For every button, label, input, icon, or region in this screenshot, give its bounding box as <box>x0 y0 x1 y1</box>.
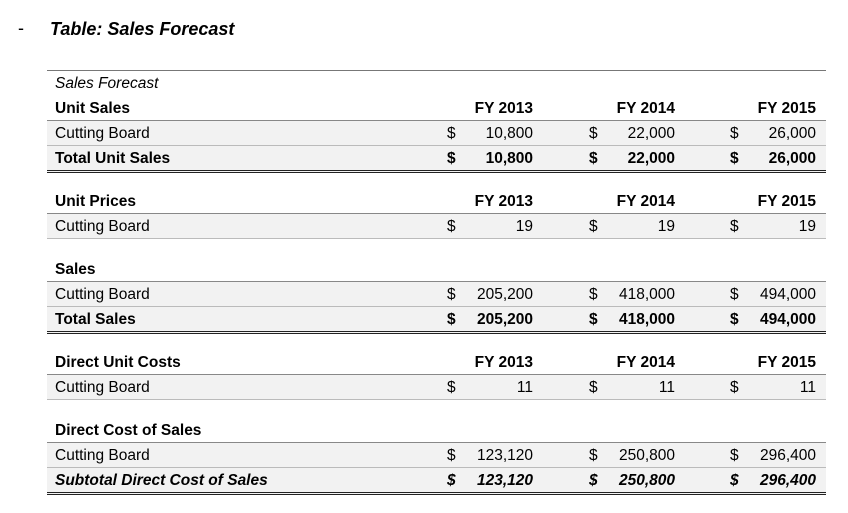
column-header: FY 2015 <box>757 193 816 210</box>
section-header: Unit Sales <box>55 100 130 117</box>
table-caption: Sales Forecast <box>55 75 159 92</box>
amount: 418,000 <box>618 311 675 328</box>
table-row: Sales Forecast <box>47 71 826 95</box>
section-header: Direct Unit Costs <box>55 354 181 371</box>
column-header: FY 2015 <box>757 354 816 371</box>
currency-symbol: $ <box>730 311 739 328</box>
table-row: Cutting Board $123,120 $250,800 $296,400 <box>47 443 826 468</box>
currency-symbol: $ <box>589 472 598 489</box>
table-row: Cutting Board $11 $11 $11 <box>47 375 826 400</box>
currency-symbol: $ <box>589 125 598 142</box>
currency-symbol: $ <box>589 286 598 303</box>
amount: 10,800 <box>485 125 533 142</box>
currency-symbol: $ <box>589 379 598 396</box>
table-row: Total Sales $205,200 $418,000 $494,000 <box>47 307 826 334</box>
currency-symbol: $ <box>730 447 739 464</box>
currency-symbol: $ <box>589 150 598 167</box>
currency-symbol: $ <box>589 218 598 235</box>
amount: 11 <box>658 379 675 396</box>
table-row: Total Unit Sales $10,800 $22,000 $26,000 <box>47 146 826 173</box>
amount: 22,000 <box>627 125 675 142</box>
currency-symbol: $ <box>447 311 456 328</box>
amount: 123,120 <box>476 472 533 489</box>
amount: 205,200 <box>476 286 533 303</box>
currency-symbol: $ <box>447 150 456 167</box>
currency-symbol: $ <box>447 472 456 489</box>
amount: 250,800 <box>618 472 675 489</box>
amount: 250,800 <box>618 447 675 464</box>
currency-symbol: $ <box>730 286 739 303</box>
column-header: FY 2013 <box>474 100 533 117</box>
total-label: Total Sales <box>55 311 136 328</box>
row-label: Cutting Board <box>55 218 150 235</box>
column-header: FY 2013 <box>474 354 533 371</box>
amount: 10,800 <box>485 150 533 167</box>
row-label: Cutting Board <box>55 447 150 464</box>
amount: 123,120 <box>476 447 533 464</box>
amount: 19 <box>798 218 816 235</box>
currency-symbol: $ <box>447 125 456 142</box>
currency-symbol: $ <box>730 218 739 235</box>
amount: 19 <box>515 218 533 235</box>
currency-symbol: $ <box>447 218 456 235</box>
currency-symbol: $ <box>447 286 456 303</box>
section-header: Direct Cost of Sales <box>55 422 202 439</box>
amount: 11 <box>799 379 816 396</box>
currency-symbol: $ <box>447 379 456 396</box>
table: Sales Forecast Unit Sales FY 2013 FY 2014 FY… <box>47 70 826 496</box>
total-label: Subtotal Direct Cost of Sales <box>55 472 268 489</box>
table-row: Direct Cost of Sales <box>47 418 826 443</box>
bullet: - <box>18 18 24 38</box>
row-label: Cutting Board <box>55 379 150 396</box>
amount: 22,000 <box>627 150 675 167</box>
amount: 494,000 <box>759 286 816 303</box>
amount: 494,000 <box>759 311 816 328</box>
currency-symbol: $ <box>589 447 598 464</box>
amount: 296,400 <box>759 447 816 464</box>
table-row: Unit Sales FY 2013 FY 2014 FY 2015 <box>47 96 826 121</box>
table-row: Cutting Board $19 $19 $19 <box>47 214 826 239</box>
column-header: FY 2014 <box>616 100 675 117</box>
row-label: Cutting Board <box>55 125 150 142</box>
currency-symbol: $ <box>730 472 739 489</box>
column-header: FY 2014 <box>616 193 675 210</box>
amount: 11 <box>516 379 533 396</box>
section-header: Unit Prices <box>55 193 136 210</box>
total-label: Total Unit Sales <box>55 150 171 167</box>
table-row: Direct Unit Costs FY 2013 FY 2014 FY 2015 <box>47 350 826 375</box>
column-header: FY 2013 <box>474 193 533 210</box>
currency-symbol: $ <box>447 447 456 464</box>
table-row: Cutting Board $10,800 $22,000 $26,000 <box>47 121 826 146</box>
amount: 26,000 <box>768 150 816 167</box>
amount: 205,200 <box>476 311 533 328</box>
currency-symbol: $ <box>730 379 739 396</box>
section-header: Sales <box>55 261 96 278</box>
table-row: Sales <box>47 257 826 282</box>
table-row: Cutting Board $205,200 $418,000 $494,000 <box>47 282 826 307</box>
currency-symbol: $ <box>730 150 739 167</box>
column-header: FY 2015 <box>757 100 816 117</box>
currency-symbol: $ <box>730 125 739 142</box>
table-row: Unit Prices FY 2013 FY 2014 FY 2015 <box>47 189 826 214</box>
amount: 19 <box>657 218 675 235</box>
amount: 26,000 <box>768 125 816 142</box>
currency-symbol: $ <box>589 311 598 328</box>
table-row: Subtotal Direct Cost of Sales $123,120 $25… <box>47 468 826 495</box>
amount: 418,000 <box>618 286 675 303</box>
amount: 296,400 <box>759 472 816 489</box>
column-header: FY 2014 <box>616 354 675 371</box>
row-label: Cutting Board <box>55 286 150 303</box>
title: Table: Sales Forecast <box>50 19 235 39</box>
